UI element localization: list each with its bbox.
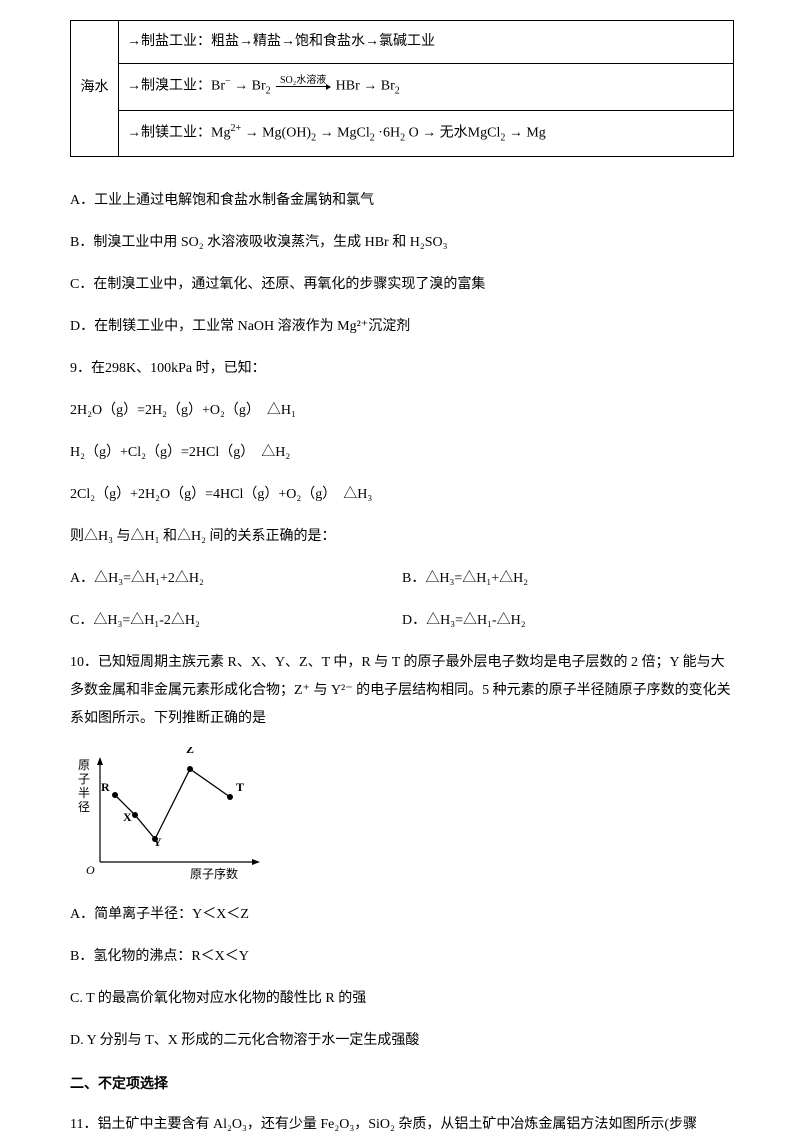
q8-option-a: A．工业上通过电解饱和食盐水制备金属钠和氯气: [70, 187, 734, 215]
q10-option-d: D. Y 分别与 T、X 形成的二元化合物溶于水一定生成强酸: [70, 1027, 734, 1055]
q9-option-b: B．△H₃=△H₁+△H₂: [402, 565, 734, 593]
q10-stem: 10．已知短周期主族元素 R、X、Y、Z、T 中，R 与 T 的原子最外层电子数…: [70, 649, 734, 733]
row3-end: → Mg: [509, 126, 546, 141]
svg-text:Z: Z: [186, 747, 194, 756]
row3-m3: ·6H: [378, 126, 400, 141]
q9-option-d: D．△H₃=△H₁-△H₂: [402, 607, 734, 635]
table-row-salt: →制盐工业：粗盐→精盐→饱和食盐水→氯碱工业: [119, 21, 734, 64]
svg-text:半: 半: [78, 786, 90, 800]
row2-prefix: →制溴工业：Br: [127, 79, 225, 94]
svg-text:Y: Y: [153, 835, 162, 849]
q10-option-c: C. T 的最高价氧化物对应水化物的酸性比 R 的强: [70, 985, 734, 1013]
q9-rel: 则△H₃ 与△H₁ 和△H₂ 间的关系正确的是：: [70, 523, 734, 551]
section-2-heading: 二、不定项选择: [70, 1069, 734, 1097]
row3-m2: → MgCl: [320, 126, 370, 141]
table-row-bromine: →制溴工业：Br− → Br2 SO₂水溶液 HBr → Br2: [119, 64, 734, 110]
q8-option-c: C．在制溴工业中，通过氧化、还原、再氧化的步骤实现了溴的富集: [70, 271, 734, 299]
svg-text:径: 径: [78, 800, 90, 814]
seawater-table: 海水 →制盐工业：粗盐→精盐→饱和食盐水→氯碱工业 →制溴工业：Br− → Br…: [70, 20, 734, 157]
row3-m1: → Mg(OH): [245, 126, 312, 141]
q10-option-b: B．氢化物的沸点：R＜X＜Y: [70, 943, 734, 971]
q9-eq2: H₂（g）+Cl₂（g）=2HCl（g） △H₂: [70, 439, 734, 467]
svg-text:X: X: [123, 810, 132, 824]
q11-stem: 11．铝土矿中主要含有 Al₂O₃，还有少量 Fe₂O₃，SiO₂ 杂质，从铝土…: [70, 1111, 734, 1139]
q9-option-c: C．△H₃=△H₁-2△H₂: [70, 607, 402, 635]
svg-text:子: 子: [78, 772, 90, 786]
row3-m4: O → 无水MgCl: [409, 126, 501, 141]
row2-m1: → Br: [234, 79, 266, 94]
q9-eq1: 2H₂O（g）=2H₂（g）+O₂（g） △H₁: [70, 397, 734, 425]
q9-row-ab: A．△H₃=△H₁+2△H₂ B．△H₃=△H₁+△H₂: [70, 565, 734, 593]
arrow-label: SO₂水溶液: [276, 73, 330, 89]
q9-stem: 9．在298K、100kPa 时，已知：: [70, 355, 734, 383]
q9-row-cd: C．△H₃=△H₁-2△H₂ D．△H₃=△H₁-△H₂: [70, 607, 734, 635]
reaction-arrow-icon: SO₂水溶液: [276, 86, 330, 87]
svg-text:R: R: [101, 780, 110, 794]
chart-svg: 原子半径原子序数 O R X Y Z T: [70, 747, 265, 887]
q8-option-d: D．在制镁工业中，工业常 NaOH 溶液作为 Mg²⁺沉淀剂: [70, 313, 734, 341]
svg-text:T: T: [236, 780, 244, 794]
q9-option-a: A．△H₃=△H₁+2△H₂: [70, 565, 402, 593]
table-row-magnesium: →制镁工业：Mg2+ → Mg(OH)2 → MgCl2 ·6H2 O → 无水…: [119, 110, 734, 156]
svg-text:O: O: [86, 863, 95, 877]
svg-text:原: 原: [78, 758, 90, 772]
row2-m2: HBr → Br: [336, 79, 395, 94]
q9-eq3: 2Cl₂（g）+2H₂O（g）=4HCl（g）+O₂（g） △H₃: [70, 481, 734, 509]
row3-prefix: →制镁工业：Mg: [127, 126, 230, 141]
q8-option-b: B．制溴工业中用 SO₂ 水溶液吸收溴蒸汽，生成 HBr 和 H₂SO₃: [70, 229, 734, 257]
q10-option-a: A．简单离子半径：Y＜X＜Z: [70, 901, 734, 929]
atomic-radius-chart: 原子半径原子序数 O R X Y Z T: [70, 747, 265, 887]
table-left-label: 海水: [71, 21, 119, 157]
svg-text:原子序数: 原子序数: [190, 866, 238, 881]
